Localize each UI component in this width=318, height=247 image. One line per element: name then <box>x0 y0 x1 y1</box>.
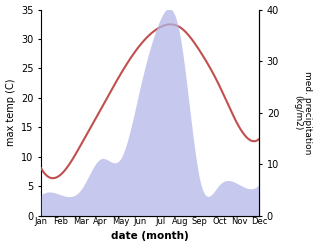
Y-axis label: med. precipitation
(kg/m2): med. precipitation (kg/m2) <box>293 71 313 154</box>
Y-axis label: max temp (C): max temp (C) <box>5 79 16 146</box>
X-axis label: date (month): date (month) <box>111 231 189 242</box>
